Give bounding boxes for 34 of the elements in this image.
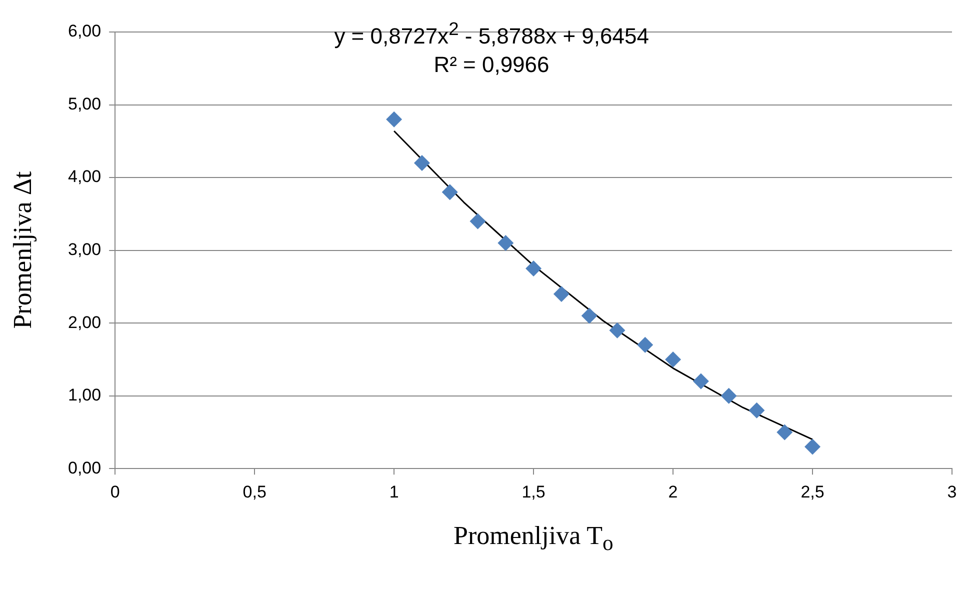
annotation: R² = 0,9966 bbox=[434, 52, 550, 78]
x-tick-label: 0,5 bbox=[242, 482, 266, 502]
x-tick-label: 0 bbox=[110, 482, 120, 502]
point bbox=[581, 308, 598, 324]
point bbox=[470, 213, 486, 230]
y-tick-label: 0,00 bbox=[68, 458, 102, 478]
point bbox=[442, 184, 458, 200]
point bbox=[748, 402, 765, 418]
y-axis-title: Promenljiva Δt bbox=[8, 172, 38, 330]
point bbox=[804, 438, 821, 455]
point bbox=[609, 322, 626, 338]
annotation: y = 0,8727x$^{2}$ - 5,8788x + 9,6454 bbox=[334, 18, 649, 50]
x-tick-label: 2,5 bbox=[800, 482, 824, 502]
y-tick-label: 5,00 bbox=[68, 94, 102, 114]
point bbox=[720, 388, 737, 404]
point bbox=[386, 111, 402, 128]
x-tick-label: 1 bbox=[389, 482, 399, 502]
point bbox=[414, 154, 430, 171]
point bbox=[526, 260, 542, 276]
y-tick-label: 1,00 bbox=[68, 386, 102, 405]
y-tick-label: 3,00 bbox=[68, 240, 102, 259]
x-tick-label: 1,5 bbox=[522, 482, 546, 502]
point bbox=[637, 336, 654, 353]
y-tick-label: 4,00 bbox=[68, 167, 102, 186]
y-tick-label: 2,00 bbox=[68, 312, 102, 332]
point bbox=[498, 235, 514, 252]
x-tick-label: 3 bbox=[947, 482, 957, 502]
y-tick-label: 6,00 bbox=[68, 22, 102, 41]
x-tick-label: 2 bbox=[668, 482, 678, 502]
point bbox=[665, 351, 682, 368]
point bbox=[692, 373, 709, 390]
point bbox=[553, 286, 570, 302]
point bbox=[776, 424, 793, 440]
x-axis-title: Promenljiva T$_{o}$ bbox=[454, 520, 614, 556]
